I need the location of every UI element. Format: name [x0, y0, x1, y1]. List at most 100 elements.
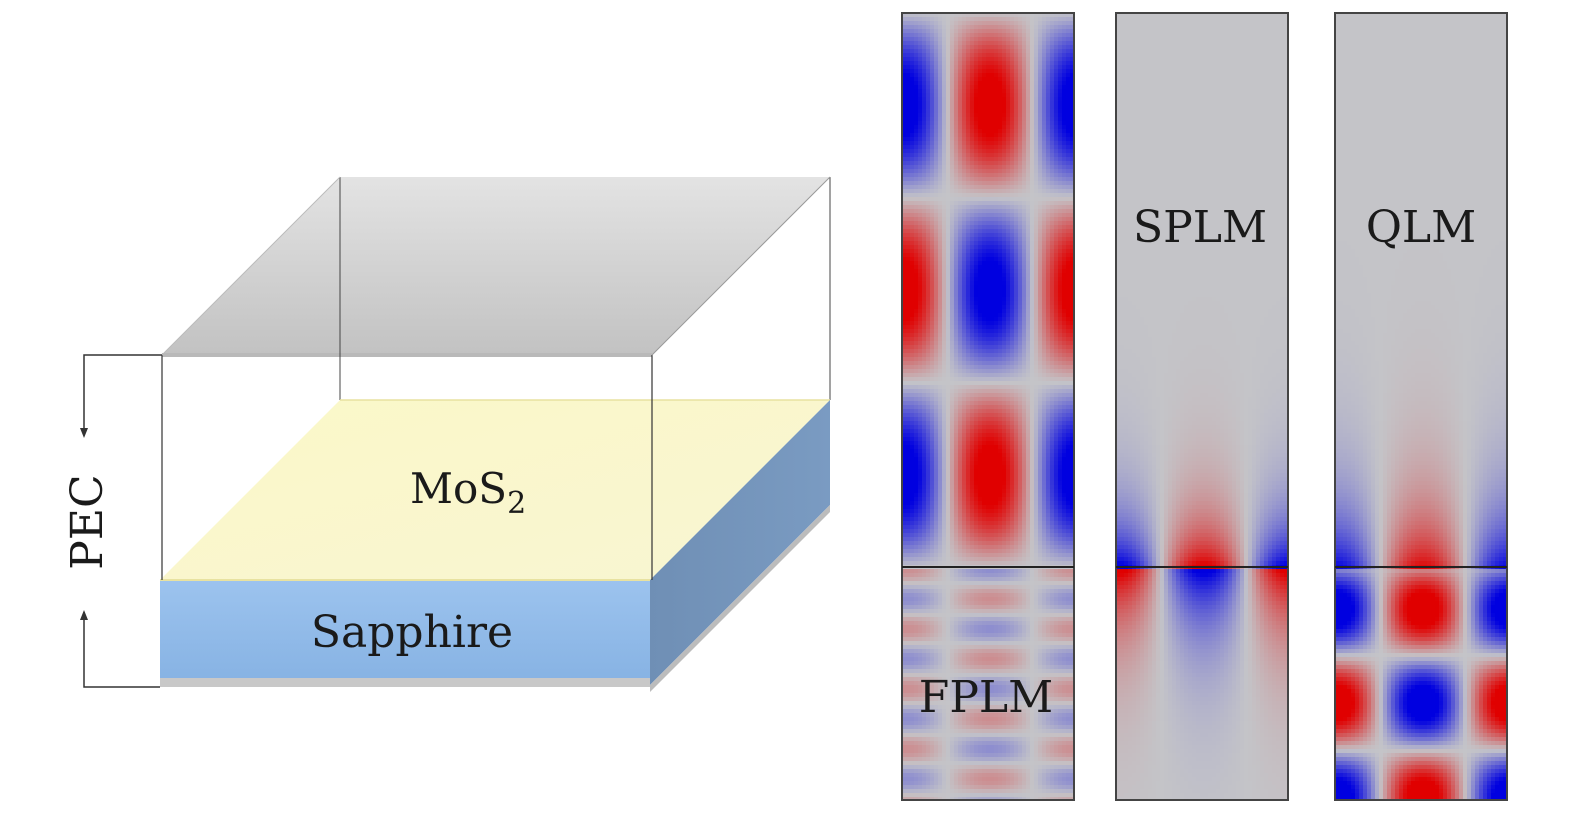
fplm-field-cell: [1018, 45, 1023, 50]
fplm-field-cell: [1050, 197, 1055, 202]
fplm-field-cell: [1014, 213, 1019, 218]
fplm-field-cell: [1018, 369, 1023, 374]
fplm-field-cell: [986, 277, 991, 282]
fplm-field-cell: [1042, 117, 1047, 122]
fplm-field-cell: [1026, 429, 1031, 434]
fplm-field-cell: [966, 457, 971, 462]
fplm-field-cell: [990, 337, 995, 342]
fplm-field-cell: [982, 261, 987, 266]
fplm-field-cell: [1026, 401, 1031, 406]
fplm-field-cell: [998, 205, 1003, 210]
fplm-field-cell: [1046, 241, 1051, 246]
fplm-field-cell: [1010, 81, 1015, 86]
fplm-field-cell: [918, 289, 923, 294]
fplm-field-cell: [998, 57, 1003, 62]
fplm-field-cell: [1010, 469, 1015, 474]
fplm-field-cell: [1014, 229, 1019, 234]
fplm-field-cell: [978, 373, 983, 378]
fplm-field-cell: [902, 341, 907, 346]
fplm-field-cell: [970, 389, 975, 394]
fplm-field-cell: [926, 445, 931, 450]
fplm-field-cell: [938, 189, 943, 194]
fplm-field-cell: [1022, 281, 1027, 286]
fplm-field-cell: [1010, 145, 1015, 150]
fplm-field-cell: [954, 217, 959, 222]
fplm-field-cell: [1046, 45, 1051, 50]
fplm-field-cell: [974, 413, 979, 418]
fplm-field-cell: [930, 321, 935, 326]
fplm-field-cell: [1034, 473, 1039, 478]
fplm-field-cell: [970, 121, 975, 126]
fplm-field-cell: [938, 317, 943, 322]
fplm-field-cell: [942, 85, 947, 90]
fplm-field-cell: [1018, 185, 1023, 190]
fplm-field-cell: [906, 293, 911, 298]
fplm-field-cell: [1030, 21, 1035, 26]
fplm-field-cell: [1010, 173, 1015, 178]
fplm-field-cell: [1034, 45, 1039, 50]
fplm-field-cell: [1046, 129, 1051, 134]
fplm-field-cell: [962, 461, 967, 466]
fplm-field-cell: [1070, 69, 1074, 74]
fplm-field-cell: [910, 125, 915, 130]
fplm-field-cell: [978, 17, 983, 22]
fplm-field-cell: [1026, 397, 1031, 402]
fplm-field-cell: [962, 165, 967, 170]
fplm-field-cell: [1030, 449, 1035, 454]
fplm-field-cell: [914, 349, 919, 354]
fplm-field-cell: [962, 137, 967, 142]
fplm-field-cell: [910, 41, 915, 46]
fplm-field-cell: [974, 65, 979, 70]
fplm-field-cell: [1042, 249, 1047, 254]
fplm-field-cell: [938, 389, 943, 394]
fplm-field-cell: [1030, 333, 1035, 338]
fplm-field-cell: [978, 313, 983, 318]
fplm-field-cell: [990, 321, 995, 326]
fplm-field-cell: [974, 361, 979, 366]
fplm-field-cell: [946, 101, 951, 106]
fplm-field-cell: [942, 133, 947, 138]
fplm-field-cell: [902, 113, 907, 118]
sapphire-side-bottom: [650, 505, 830, 692]
fplm-field-cell: [950, 429, 955, 434]
fplm-field-cell: [926, 233, 931, 238]
fplm-field-cell: [1018, 21, 1023, 26]
fplm-field-cell: [910, 461, 915, 466]
fplm-field-cell: [1010, 249, 1015, 254]
fplm-field-cell: [1010, 317, 1015, 322]
fplm-field-cell: [946, 281, 951, 286]
fplm-field-cell: [1062, 101, 1067, 106]
fplm-field-cell: [902, 57, 907, 62]
fplm-field-cell: [998, 357, 1003, 362]
fplm-field-cell: [1030, 181, 1035, 186]
fplm-field-cell: [1054, 333, 1059, 338]
fplm-field-cell: [1062, 105, 1067, 110]
fplm-field-cell: [934, 289, 939, 294]
fplm-field-cell: [914, 61, 919, 66]
fplm-field-cell: [1034, 389, 1039, 394]
fplm-field-cell: [982, 193, 987, 198]
fplm-field-cell: [918, 257, 923, 262]
fplm-field-cell: [966, 141, 971, 146]
fplm-field-cell: [1050, 393, 1055, 398]
fplm-field-cell: [1030, 325, 1035, 330]
fplm-field-cell: [974, 185, 979, 190]
fplm-field-cell: [1014, 405, 1019, 410]
fplm-field-cell: [918, 353, 923, 358]
fplm-field-cell: [914, 65, 919, 70]
fplm-field-cell: [1038, 289, 1043, 294]
fplm-field-cell: [1062, 109, 1067, 114]
fplm-field-cell: [1066, 101, 1071, 106]
fplm-field-cell: [1014, 69, 1019, 74]
fplm-field-cell: [1066, 249, 1071, 254]
fplm-field-cell: [914, 197, 919, 202]
fplm-field-cell: [974, 393, 979, 398]
fplm-field-cell: [1006, 301, 1011, 306]
fplm-field-cell: [1010, 465, 1015, 470]
fplm-field-cell: [950, 321, 955, 326]
fplm-field-cell: [1010, 61, 1015, 66]
fplm-field-cell: [906, 361, 911, 366]
fplm-field-cell: [930, 269, 935, 274]
fplm-field-cell: [1054, 445, 1059, 450]
fplm-field-cell: [922, 209, 927, 214]
